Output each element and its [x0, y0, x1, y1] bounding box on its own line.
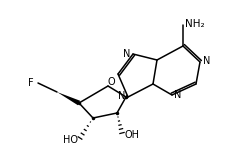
Text: N: N	[174, 90, 182, 100]
Text: HO: HO	[63, 135, 77, 145]
Text: N: N	[118, 91, 126, 101]
Text: NH₂: NH₂	[185, 19, 205, 29]
Polygon shape	[57, 92, 80, 105]
Text: O: O	[107, 77, 115, 87]
Text: OH: OH	[125, 130, 139, 140]
Text: N: N	[123, 49, 131, 59]
Polygon shape	[126, 95, 128, 100]
Text: N: N	[203, 56, 211, 66]
Text: F: F	[28, 78, 34, 88]
